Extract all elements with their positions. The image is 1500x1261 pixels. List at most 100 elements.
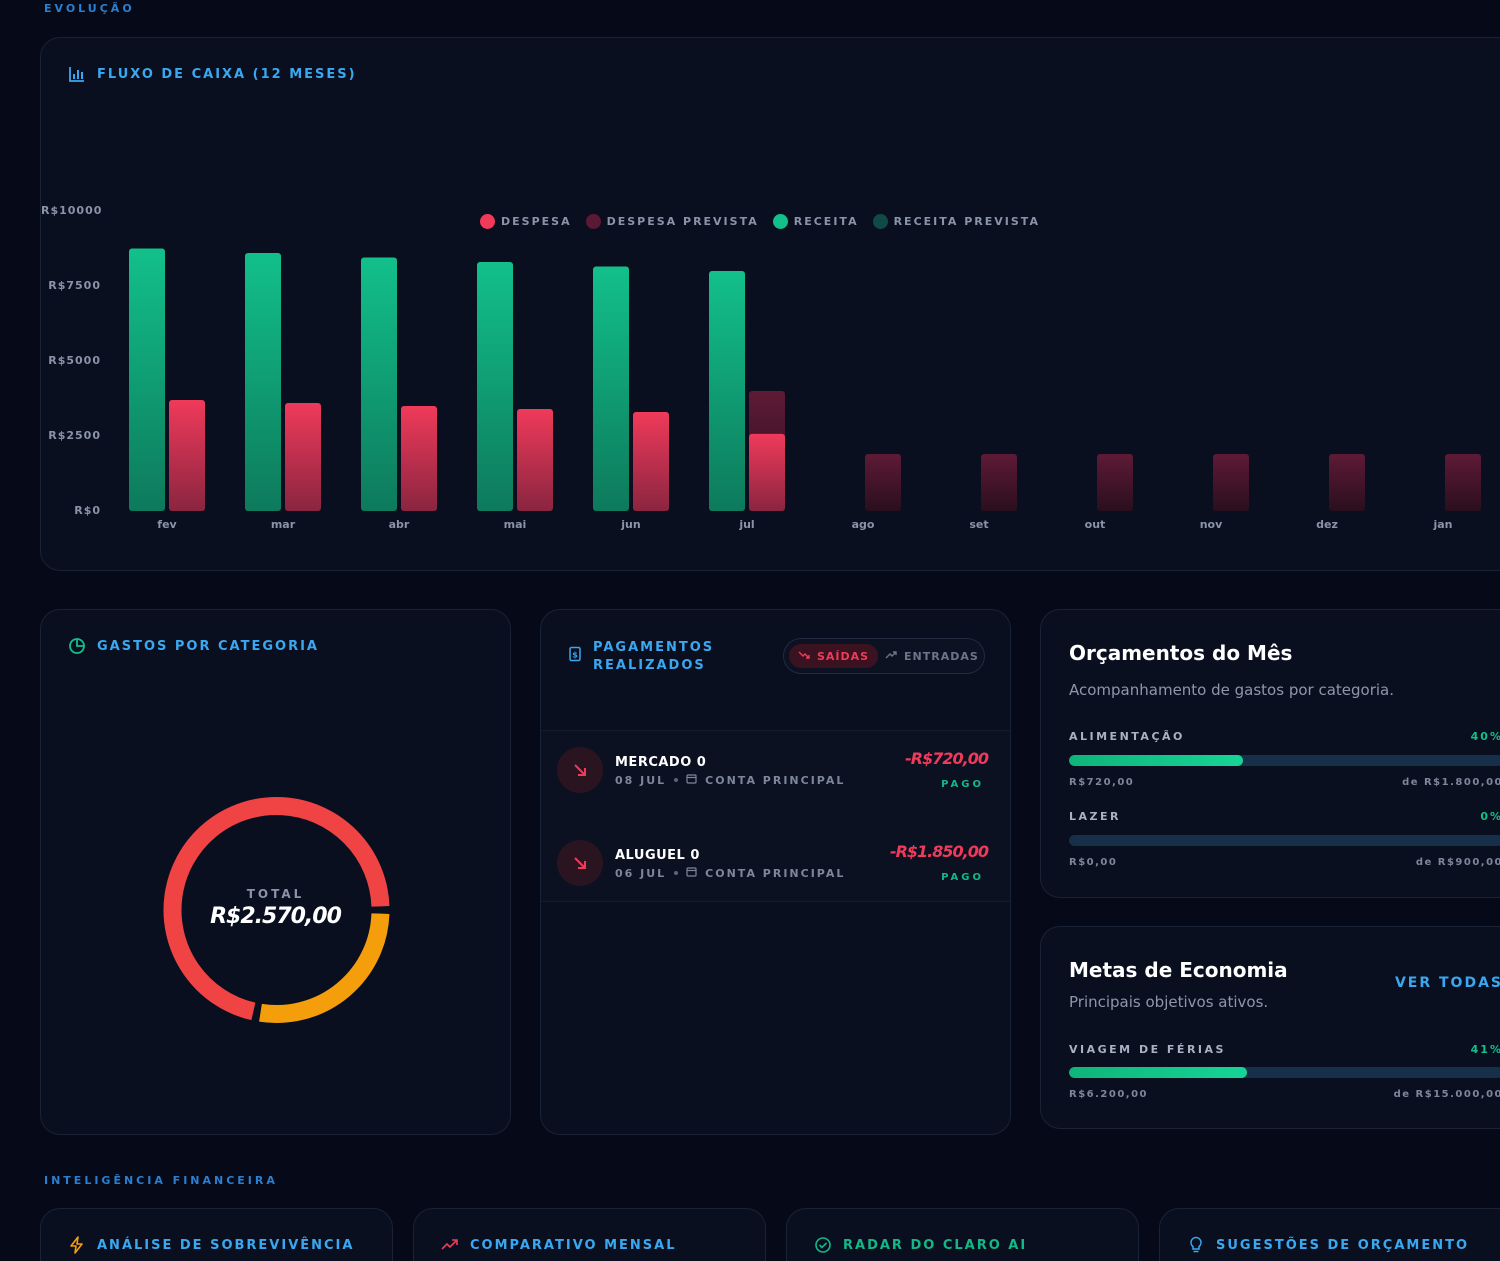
toggle-saidas-button[interactable]: SAÍDAS <box>789 644 879 668</box>
bolt-icon <box>67 1235 87 1255</box>
payments-toggle: SAÍDAS ENTRADAS <box>783 638 985 674</box>
goals-title: Metas de Economia <box>1069 958 1288 982</box>
bar-despesa-fev[interactable] <box>169 400 205 511</box>
goal-saved: R$6.200,00 <box>1069 1089 1149 1100</box>
bar-receita-abr[interactable] <box>361 257 397 512</box>
bar-receita-jul[interactable] <box>709 271 745 511</box>
view-all-goals-link[interactable]: VER TODAS <box>1394 975 1500 991</box>
svg-text:$: $ <box>572 651 578 660</box>
categories-title: GASTOS POR CATEGORIA <box>67 636 319 656</box>
goal-name: VIAGEM DE FÉRIAS <box>1069 1043 1226 1056</box>
calendar-icon <box>686 773 697 787</box>
calendar-icon <box>686 866 697 880</box>
intel-card-sobrevivencia[interactable]: ANÁLISE DE SOBREVIVÊNCIA <box>40 1208 393 1261</box>
bar-despesa-prevista-dez[interactable] <box>1329 454 1365 511</box>
budget-progress-alimentacao <box>1069 755 1500 766</box>
goal-target: de R$15.000,00 <box>1393 1089 1500 1100</box>
budget-spent: R$0,00 <box>1069 857 1118 868</box>
bar-receita-jun[interactable] <box>593 266 629 512</box>
intel-card-radar[interactable]: RADAR DO CLARO AI <box>786 1208 1139 1261</box>
intel-card-title: SUGESTÕES DE ORÇAMENTO <box>1216 1237 1469 1253</box>
trend-up-icon <box>440 1235 460 1255</box>
intel-card-comparativo[interactable]: COMPARATIVO MENSAL <box>413 1208 766 1261</box>
bar-receita-mai[interactable] <box>477 262 513 511</box>
y-tick-label: R$5000 <box>48 354 101 367</box>
legend-receita[interactable]: RECEITA <box>772 214 859 229</box>
legend-receita-prevista[interactable]: RECEITA PREVISTA <box>872 214 1040 229</box>
y-tick-label: R$0 <box>74 504 101 517</box>
bar-despesa-abr[interactable] <box>401 406 437 511</box>
list-item[interactable]: MERCADO 0 08 JUL CONTA PRINCIPAL -R$720,… <box>541 731 1010 817</box>
bar-receita-fev[interactable] <box>129 248 165 512</box>
x-tick-label: jan <box>1433 518 1453 531</box>
goals-subtitle: Principais objetivos ativos. <box>1069 993 1269 1011</box>
intel-card-title: COMPARATIVO MENSAL <box>470 1237 677 1253</box>
pie-chart-icon <box>67 636 87 656</box>
budgets-card: Orçamentos do Mês Acompanhamento de gast… <box>1040 609 1500 898</box>
goal-progress-fill <box>1069 1067 1247 1078</box>
bar-despesa-mar[interactable] <box>285 403 321 511</box>
receipt-icon: $ <box>565 644 585 664</box>
budget-progress-lazer <box>1069 835 1500 846</box>
budget-limit: de R$1.800,00 <box>1402 777 1500 788</box>
bar-despesa-prevista-ago[interactable] <box>865 454 901 511</box>
payments-list: MERCADO 0 08 JUL CONTA PRINCIPAL -R$720,… <box>541 730 1010 902</box>
budgets-subtitle: Acompanhamento de gastos por categoria. <box>1069 681 1394 699</box>
section-label-evolucao: EVOLUÇÃO <box>44 2 135 15</box>
intel-card-sugestoes[interactable]: SUGESTÕES DE ORÇAMENTO <box>1159 1208 1500 1261</box>
donut-slice-0[interactable] <box>163 797 390 1021</box>
arrow-down-right-icon <box>557 840 603 886</box>
payments-title: PAGAMENTOS REALIZADOS <box>593 640 715 673</box>
legend-dot-receita-prevista <box>872 214 888 229</box>
x-tick-label: jun <box>621 518 641 531</box>
bar-despesa-prevista-nov[interactable] <box>1213 454 1249 511</box>
budget-spent: R$720,00 <box>1069 777 1135 788</box>
cashflow-title: FLUXO DE CAIXA (12 MESES) <box>67 64 357 84</box>
payment-name: ALUGUEL 0 <box>615 848 700 863</box>
separator-dot <box>674 778 679 782</box>
goals-card: Metas de Economia VER TODAS Principais o… <box>1040 926 1500 1129</box>
budget-pct-lazer: 0% <box>1480 810 1500 823</box>
legend-despesa-prevista[interactable]: DESPESA PREVISTA <box>585 214 759 229</box>
legend-despesa[interactable]: DESPESA <box>480 214 572 229</box>
bar-despesa-jul[interactable] <box>749 433 785 511</box>
legend-dot-despesa-prevista <box>585 214 601 229</box>
donut-slice-1[interactable] <box>259 913 390 1023</box>
payment-meta: 08 JUL CONTA PRINCIPAL <box>615 773 846 787</box>
lightbulb-icon <box>1186 1235 1206 1255</box>
x-tick-label: nov <box>1199 518 1223 531</box>
list-item[interactable]: ALUGUEL 0 06 JUL CONTA PRINCIPAL -R$1.85… <box>541 824 1010 910</box>
bar-despesa-jun[interactable] <box>633 412 669 511</box>
payment-name: MERCADO 0 <box>615 755 707 770</box>
categories-card: GASTOS POR CATEGORIA TOTAL R$2.570,00 <box>40 609 511 1135</box>
bar-despesa-prevista-out[interactable] <box>1097 454 1133 511</box>
donut-total-label: TOTAL <box>246 887 305 901</box>
categories-donut <box>163 797 390 1023</box>
donut-total-value: R$2.570,00 <box>210 904 342 929</box>
toggle-entradas-button[interactable]: ENTRADAS <box>876 644 988 668</box>
goal-progress <box>1069 1067 1500 1078</box>
budget-name-alimentacao: ALIMENTAÇÃO <box>1069 730 1185 743</box>
bar-chart-icon <box>67 64 87 84</box>
payments-card: $ PAGAMENTOS REALIZADOS SAÍDAS ENTRADAS … <box>540 609 1011 1135</box>
bar-receita-mar[interactable] <box>245 253 281 511</box>
x-tick-label: fev <box>157 518 177 531</box>
intel-card-title: ANÁLISE DE SOBREVIVÊNCIA <box>97 1237 355 1253</box>
chart-legend: DESPESA DESPESA PREVISTA RECEITA RECEITA… <box>41 214 1500 229</box>
status-badge: PAGO <box>941 779 984 790</box>
legend-dot-despesa <box>480 214 495 229</box>
arrow-down-right-icon <box>557 747 603 793</box>
x-tick-label: abr <box>388 518 410 531</box>
goal-pct: 41% <box>1470 1043 1500 1056</box>
x-tick-label: ago <box>851 518 875 531</box>
bar-despesa-prevista-set[interactable] <box>981 454 1017 511</box>
bar-despesa-mai[interactable] <box>517 409 553 511</box>
bar-despesa-prevista-jan[interactable] <box>1445 454 1481 511</box>
trend-up-icon <box>885 650 898 663</box>
section-label-inteligencia: INTELIGÊNCIA FINANCEIRA <box>44 1174 278 1187</box>
x-tick-label: mar <box>270 518 296 531</box>
x-tick-label: jul <box>739 518 755 531</box>
cashflow-bars <box>129 248 1481 512</box>
x-tick-label: set <box>969 518 989 531</box>
x-tick-label: dez <box>1316 518 1338 531</box>
